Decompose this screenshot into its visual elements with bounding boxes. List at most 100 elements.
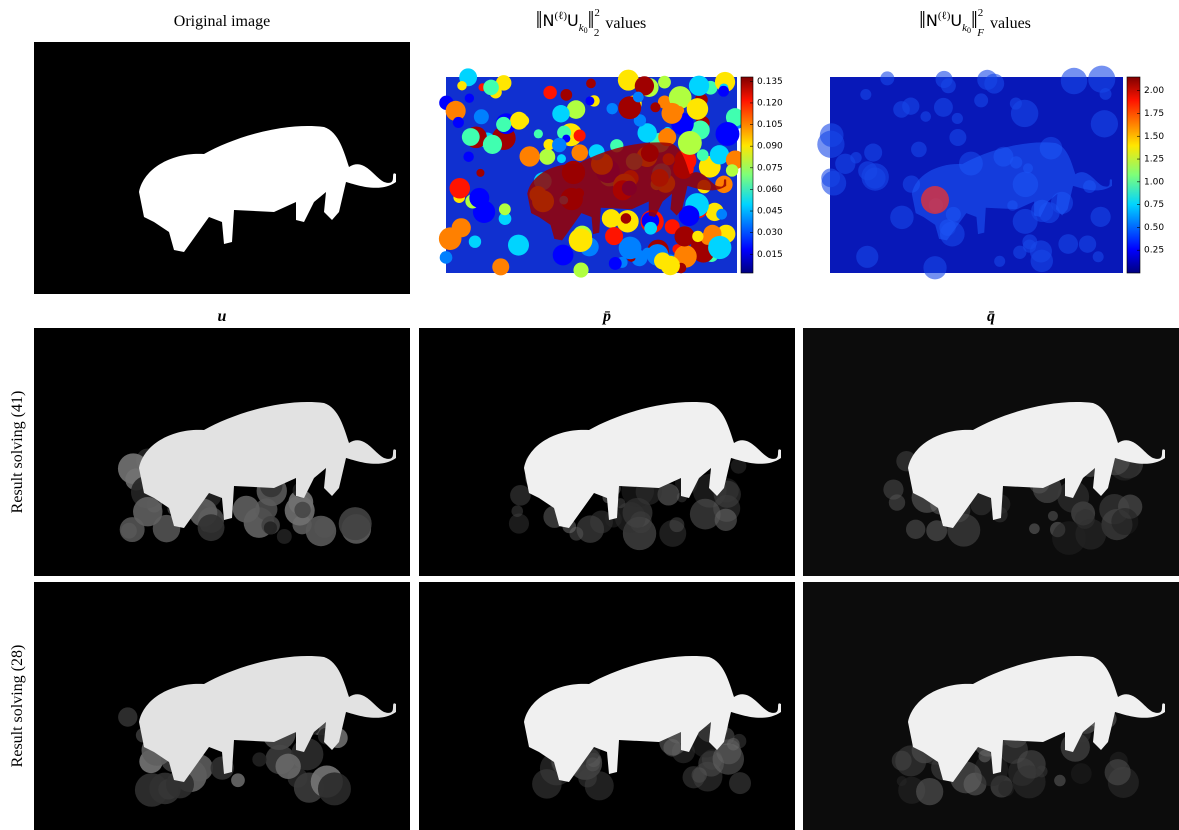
blob: [543, 85, 557, 100]
blob: [864, 167, 886, 189]
blob: [880, 71, 895, 86]
blob: [439, 251, 453, 264]
row-label: Result solving (28): [9, 645, 26, 768]
gray-blob: [970, 493, 993, 516]
blob: [438, 227, 462, 251]
blob: [994, 255, 1006, 267]
blob: [492, 258, 510, 276]
colorbar-tick-label: 0.25: [1144, 246, 1164, 256]
blob: [821, 168, 841, 188]
title-part: 0: [584, 26, 588, 35]
colorbar-tick-label: 1.75: [1144, 109, 1164, 119]
colorbar-tick-label: 0.50: [1144, 223, 1164, 233]
blob: [1058, 234, 1079, 254]
gray-blob: [508, 513, 530, 534]
gray-blob: [689, 498, 721, 530]
blob: [716, 208, 728, 220]
gray-blob: [119, 517, 145, 543]
blob: [951, 112, 963, 125]
blob: [718, 85, 729, 97]
title-part: ‖: [536, 8, 543, 34]
blob: [568, 228, 593, 253]
blob: [633, 114, 647, 127]
colorbar-tick-label: 0.135: [757, 77, 783, 87]
blob: [469, 187, 490, 208]
panel-title: Original image: [174, 13, 270, 30]
blob: [519, 146, 540, 167]
gray-blob: [275, 753, 301, 780]
gray-blob: [916, 778, 944, 806]
gray-blob: [231, 773, 245, 788]
blob: [573, 262, 589, 278]
blob: [890, 205, 914, 230]
blob: [708, 235, 732, 260]
title-part: 0: [967, 26, 971, 35]
colorbar-tick-label: 0.015: [757, 250, 783, 260]
blob: [921, 186, 949, 214]
panel-title: ‖N(ℓ)Uk0‖2 Fvalues: [919, 7, 1031, 39]
blob: [864, 143, 883, 162]
gray-blob: [133, 497, 163, 527]
blob: [634, 76, 655, 96]
title-part: N: [542, 11, 554, 30]
blob: [585, 96, 595, 106]
title-part: U: [950, 11, 962, 30]
title-part: 2: [978, 7, 984, 19]
title-part: U: [567, 11, 579, 30]
blob: [461, 128, 480, 146]
colorbar-tick-label: 0.030: [757, 228, 783, 238]
gray-blob: [305, 515, 337, 547]
gray-blob: [584, 771, 614, 801]
gray-blob: [1111, 508, 1139, 536]
gray-blob: [712, 743, 745, 775]
blob: [618, 236, 642, 260]
blob: [457, 80, 467, 91]
blob: [1090, 110, 1119, 138]
colorbar-tick-label: 1.25: [1144, 155, 1164, 165]
blob: [539, 148, 556, 165]
gray-blob: [1012, 765, 1046, 799]
blob: [557, 154, 566, 164]
gray-blob: [1054, 774, 1066, 787]
blob: [552, 137, 567, 153]
blob: [933, 97, 953, 117]
blob: [715, 121, 740, 146]
blob: [678, 205, 700, 227]
colorbar-tick-label: 0.120: [757, 98, 783, 108]
gray-blob: [1104, 759, 1131, 786]
gray-blob: [197, 514, 225, 542]
column-header: q̄: [987, 308, 995, 325]
blob: [571, 144, 589, 161]
title-part: N: [926, 11, 938, 30]
blob: [606, 102, 618, 115]
blob: [543, 138, 555, 151]
blob: [473, 109, 489, 125]
blob: [1088, 65, 1116, 93]
blob: [573, 129, 586, 142]
colorbar: [740, 76, 754, 274]
blob: [498, 212, 512, 226]
blob: [586, 78, 596, 89]
gray-blob: [682, 766, 705, 789]
blob: [601, 209, 621, 228]
gray-blob: [1070, 763, 1092, 784]
blob: [856, 245, 879, 268]
column-header: p̄: [601, 308, 611, 325]
blob: [1030, 249, 1054, 273]
blob: [445, 100, 466, 121]
colorbar-tick-label: 0.75: [1144, 200, 1164, 210]
blob: [495, 75, 512, 91]
blob: [650, 102, 661, 113]
title-part: 2: [594, 7, 600, 19]
blob: [688, 75, 710, 96]
gray-blob: [905, 519, 926, 540]
blob: [1012, 208, 1038, 234]
colorbar-tick-label: 0.105: [757, 120, 783, 130]
blob: [674, 245, 697, 268]
gray-blob: [998, 780, 1015, 797]
blob: [482, 134, 503, 154]
colorbar-tick-label: 0.090: [757, 142, 783, 152]
blob: [696, 149, 709, 161]
gray-blob: [294, 501, 311, 519]
colorbar-tick-label: 0.075: [757, 163, 783, 173]
